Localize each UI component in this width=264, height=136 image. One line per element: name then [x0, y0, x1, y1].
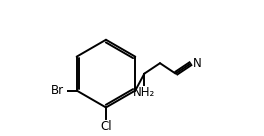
Text: Cl: Cl	[100, 120, 112, 133]
Text: Br: Br	[51, 84, 64, 97]
Text: N: N	[192, 57, 201, 70]
Text: NH₂: NH₂	[133, 86, 155, 99]
